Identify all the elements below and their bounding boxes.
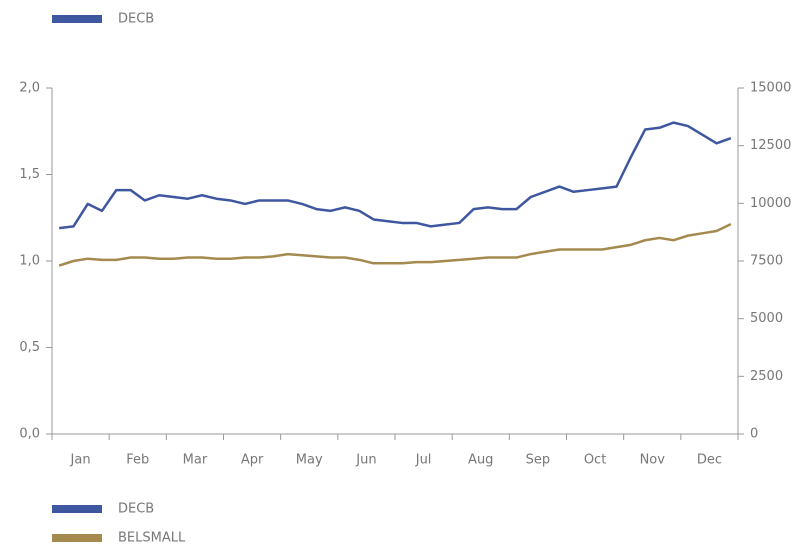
y-tick-label: 0,5 <box>19 340 40 355</box>
top-legend-label: DECB <box>118 12 154 27</box>
x-tick-label: Aug <box>468 453 493 468</box>
y2-tick-label: 0 <box>750 427 758 442</box>
line <box>58 121 732 230</box>
y2-tick-label: 2500 <box>750 369 783 384</box>
line <box>58 222 732 267</box>
y-tick-label: 0,0 <box>19 427 40 442</box>
x-tick-label: Jan <box>70 453 91 468</box>
y-tick-label: 2,0 <box>19 81 40 96</box>
x-tick-label: Jul <box>415 453 432 468</box>
y2-tick-label: 12500 <box>750 138 791 153</box>
legend-swatch <box>52 534 102 542</box>
y2-tick-label: 7500 <box>750 254 783 269</box>
x-tick-label: Nov <box>640 453 666 468</box>
legend-label: BELSMALL <box>118 531 186 546</box>
x-tick-label: Feb <box>126 453 149 468</box>
y2-tick-label: 10000 <box>750 196 791 211</box>
top-legend-swatch <box>52 15 102 23</box>
x-tick-label: Mar <box>183 453 208 468</box>
y-tick-label: 1,0 <box>19 254 40 269</box>
y2-tick-label: 15000 <box>750 81 791 96</box>
x-tick-label: Apr <box>241 453 264 468</box>
legend-swatch <box>52 505 102 513</box>
x-tick-label: May <box>296 453 323 468</box>
x-tick-label: Dec <box>697 453 722 468</box>
x-tick-label: Oct <box>584 453 606 468</box>
y2-tick-label: 5000 <box>750 311 783 326</box>
y-tick-label: 1,5 <box>19 167 40 182</box>
legend-label: DECB <box>118 502 154 517</box>
x-tick-label: Sep <box>526 453 551 468</box>
x-tick-label: Jun <box>355 453 376 468</box>
